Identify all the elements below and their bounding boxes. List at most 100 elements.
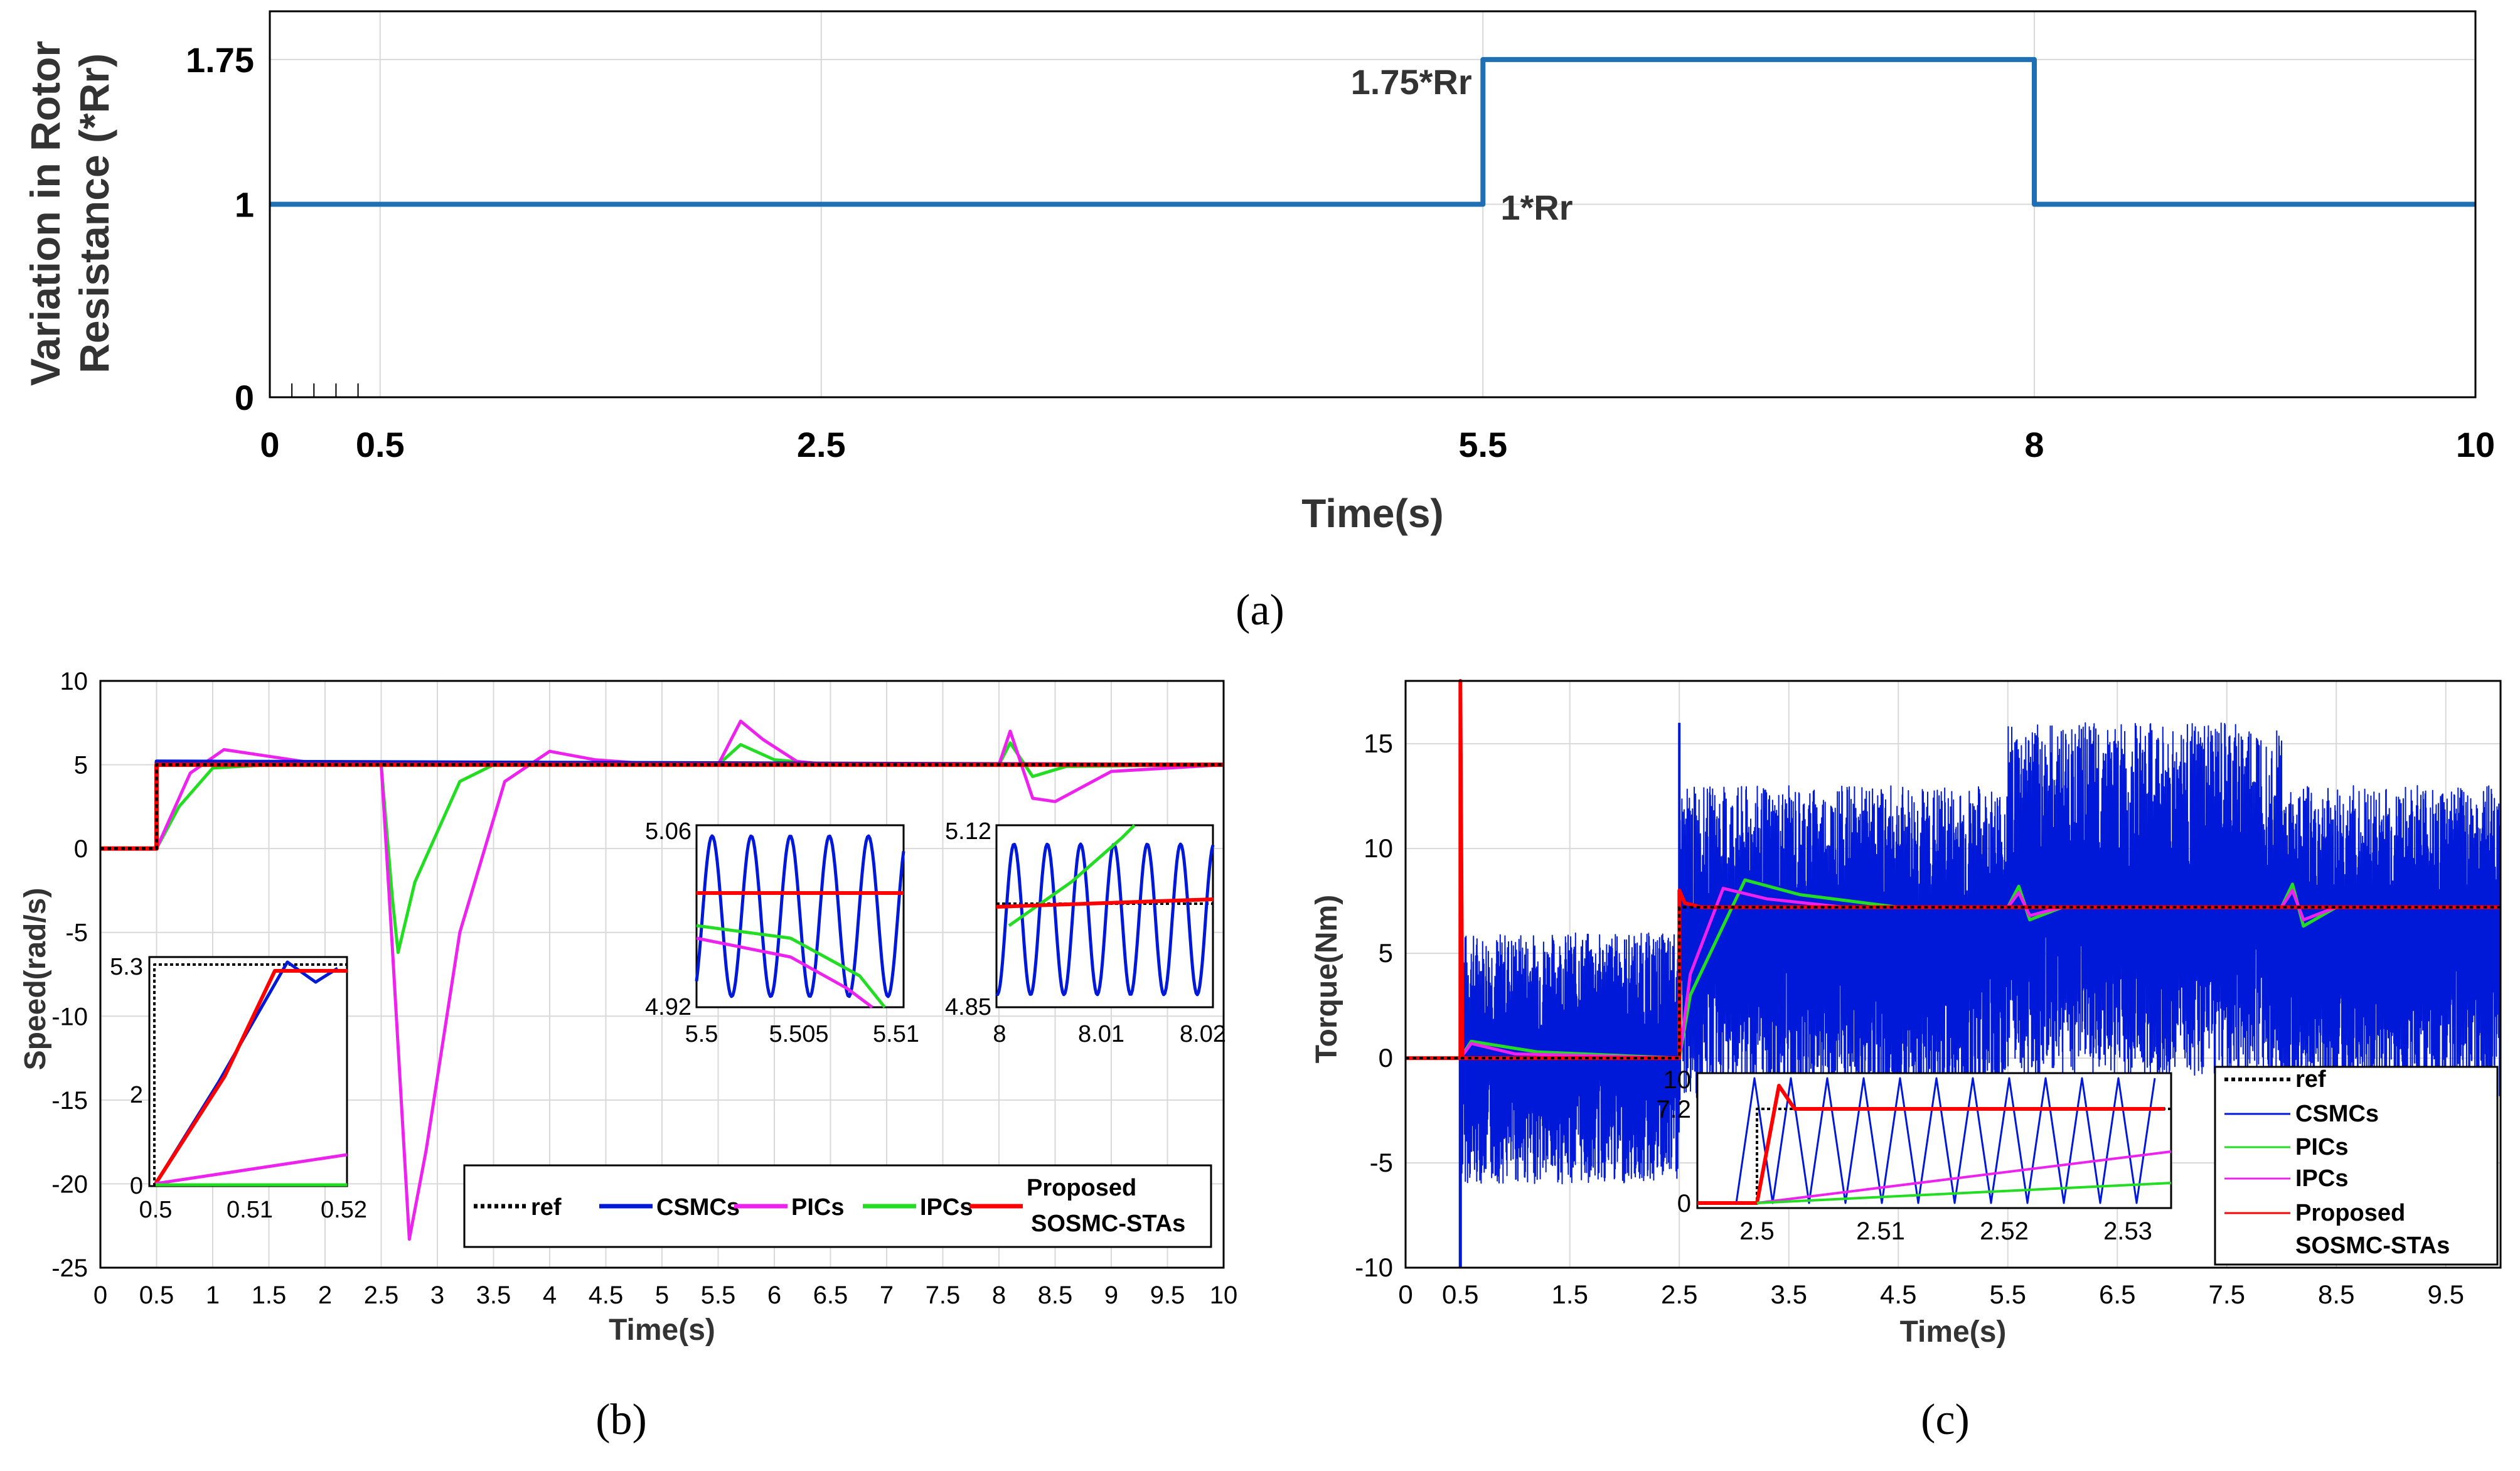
x-tick-label: 0 (1398, 1280, 1412, 1309)
legend-label: PICs (791, 1194, 844, 1221)
x-tick-label: 5 (655, 1281, 669, 1309)
legend-label: SOSMC-STAs (2295, 1233, 2450, 1259)
x-tick-label: 5.5 (1990, 1280, 2026, 1309)
inset-csmcs-line (1735, 1077, 2156, 1204)
y-tick-label: 5 (74, 752, 88, 779)
x-tick-label: 3 (430, 1281, 444, 1309)
y-axis-label: Variation in Rotor Resistance (*Rr) (22, 41, 117, 386)
legend-label: Proposed (2295, 1200, 2405, 1226)
caption: (a) (1236, 586, 1284, 634)
x-tick-label: 7.5 (2209, 1280, 2245, 1309)
x-tick-label: 0.5 (356, 425, 405, 464)
legend-label: IPCs (2295, 1165, 2348, 1192)
y-tick-label: -20 (51, 1170, 88, 1198)
x-tick-label: 4.5 (1880, 1280, 1916, 1309)
inset-x-tick: 0.52 (321, 1197, 367, 1223)
x-tick-label: 2 (318, 1281, 332, 1309)
y-tick-label: -10 (1355, 1253, 1393, 1282)
y-axis-label-text: Speed(rad/s) (19, 888, 52, 1071)
inset-csmcs-line (995, 842, 1215, 997)
y-tick-label: 1 (235, 185, 254, 225)
inset-y-tick: 7.2 (1656, 1096, 1691, 1123)
inset-y-tick: 5.12 (945, 818, 991, 845)
inset-c1-content: 107.2 0 2.5 2.51 2.52 2.53 (1656, 1066, 2172, 1245)
inset-ipcs-line (1756, 1182, 2172, 1204)
legend-label: CSMCs (656, 1194, 740, 1221)
x-tick-label: 1 (206, 1281, 220, 1309)
x-tick-label: 6.5 (2099, 1280, 2135, 1309)
x-tick-label: 4.5 (589, 1281, 624, 1309)
inset-y-tick: 0 (130, 1173, 143, 1199)
series-line-sosmc (1406, 679, 2501, 1061)
axes-b (99, 680, 1225, 1269)
inset-y-tick: 10 (1663, 1066, 1692, 1094)
inset-x-tick: 8 (993, 1021, 1006, 1047)
x-tick-label: 2.5 (1661, 1280, 1697, 1309)
x-tick-label: 3.5 (476, 1281, 511, 1309)
x-axis-label: Time(s) (1301, 491, 1443, 536)
x-tick-label: 2.5 (364, 1281, 399, 1309)
x-tick-label: 8 (992, 1281, 1006, 1309)
caption: (b) (595, 1396, 647, 1444)
x-tick-label: 5.5 (1458, 425, 1507, 464)
y-axis-label: Torque(Nm) (1310, 895, 1343, 1063)
x-tick-label: 1.5 (252, 1281, 287, 1309)
inset-y-tick: 0 (1677, 1190, 1691, 1217)
series-line-csmcs (1460, 722, 2502, 1185)
inset-pics-line (1756, 1150, 2172, 1204)
inset-sosmc-line (996, 897, 1214, 909)
y-tick-label: 0 (235, 378, 254, 417)
chart-a: 0 0.5 2.5 5.5 8 10 0 1 1.75 Time(s) Variation in R… (22, 11, 2495, 634)
caption: (c) (1921, 1396, 1970, 1444)
x-tick-label: 4 (543, 1281, 557, 1309)
x-tick-label: 6.5 (813, 1281, 848, 1309)
y-tick-label: -10 (51, 1003, 88, 1030)
series-line-pics (100, 719, 1224, 1241)
legend-label: ref (2295, 1066, 2326, 1093)
legend-label: PICs (2295, 1134, 2348, 1160)
x-tick-label: 9 (1104, 1281, 1118, 1309)
inset-x-tick: 8.02 (1180, 1021, 1226, 1047)
x-tick-label: 8.5 (1038, 1281, 1073, 1309)
inset-pics-line (696, 936, 873, 1008)
inset-x-tick: 0.5 (139, 1197, 173, 1223)
y-axis-label: Speed(rad/s) (19, 888, 52, 1071)
legend-label: IPCs (920, 1194, 973, 1221)
inset-ref-line (153, 963, 347, 1186)
x-tick-label: 8.5 (2318, 1280, 2354, 1309)
y-axis-label-line1: Variation in Rotor (22, 41, 68, 386)
y-tick-label: 0 (1379, 1043, 1393, 1072)
axes-a (269, 10, 2477, 399)
x-tick-label: 10 (1210, 1281, 1238, 1309)
x-tick-label: 0.5 (1442, 1280, 1478, 1309)
y-tick-label: 1.75 (186, 40, 254, 80)
chart-b: 0 0.5 1 1.5 2 2.5 3 3.5 4 4.5 5 5.5 6 6.5 7 7.5 8 8.5 9 9.5… (19, 668, 1237, 1444)
inset-b1 (148, 956, 348, 1187)
y-tick-label: 10 (60, 668, 88, 695)
x-tick-label: 2.5 (797, 425, 846, 464)
x-tick-label: 1.5 (1552, 1280, 1588, 1309)
y-tick-label: 0 (74, 835, 88, 863)
axes-c (1404, 680, 2502, 1269)
y-tick-label: -15 (51, 1087, 88, 1115)
series-line-ref (100, 763, 1224, 850)
x-tick-label: 7 (880, 1281, 894, 1309)
inset-b1-content: 5.3 2 00.5 0.51 0.52 (110, 954, 367, 1223)
y-tick-label: 10 (1364, 833, 1393, 863)
inset-sosmc-line (154, 969, 347, 1185)
inset-ipcs-line (696, 924, 886, 1008)
legend-label: CSMCs (2295, 1101, 2379, 1127)
y-tick-label: -25 (51, 1254, 88, 1282)
legend-label: ref (531, 1194, 562, 1221)
inset-y-tick: 4.85 (945, 994, 991, 1020)
inset-x-tick: 2.52 (1980, 1217, 2029, 1245)
y-tick-label: 5 (1379, 938, 1393, 968)
inset-x-tick: 2.5 (1739, 1217, 1775, 1245)
x-axis-label: Time(s) (1900, 1315, 2007, 1349)
x-tick-label: 10 (2456, 425, 2495, 464)
y-tick-label: 15 (1364, 729, 1393, 758)
y-axis-label-line2: Resistance (*Rr) (71, 53, 117, 373)
x-axis-label: Time(s) (609, 1313, 715, 1347)
chart-c: 0 0.5 1.5 2.5 3.5 4.5 5.5 6.5 7.5 8.5 9.5 15 10 5 0 -5 -… (1310, 679, 2502, 1444)
inset-b3-content: 5.12 4.858 8.01 8.02 (945, 818, 1226, 1047)
